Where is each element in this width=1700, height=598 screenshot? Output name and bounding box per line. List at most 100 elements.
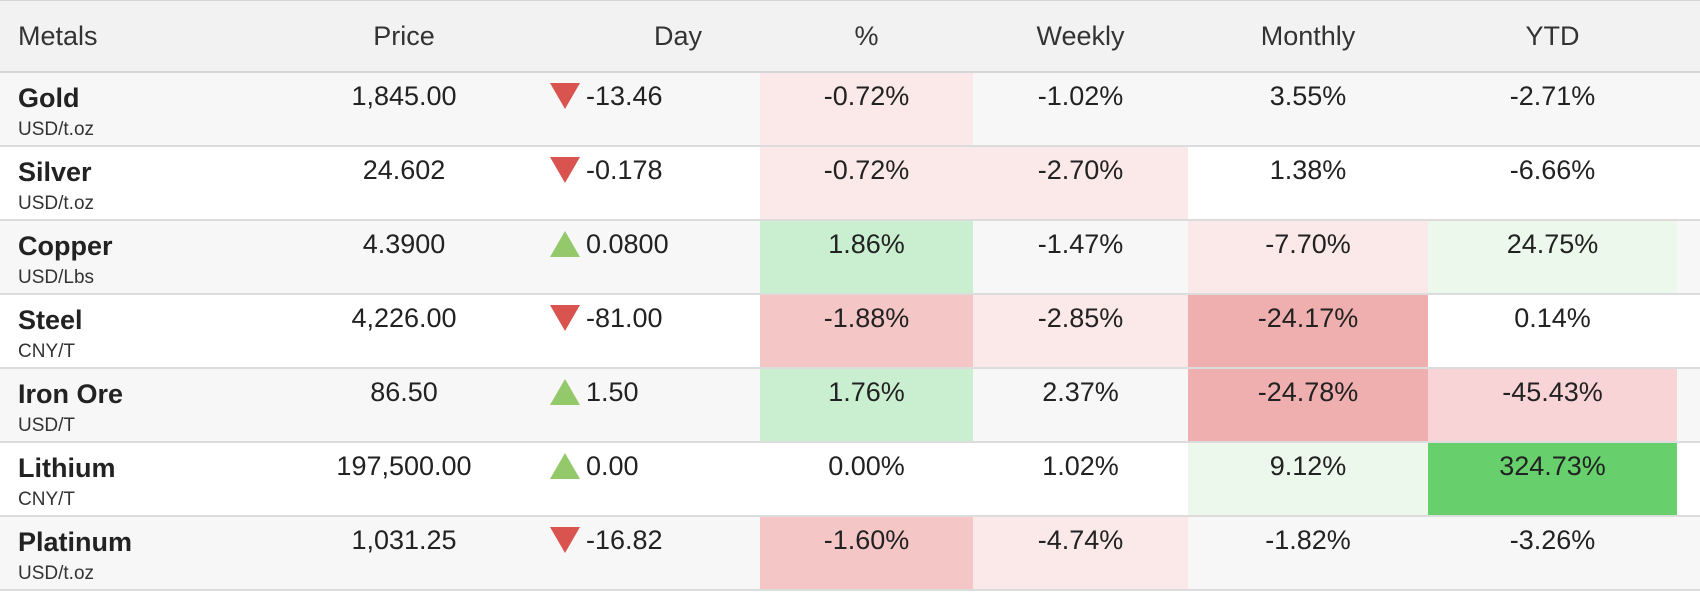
down-arrow-icon	[550, 157, 580, 183]
row-spacer	[1677, 517, 1700, 589]
weekly-value: 1.02%	[1042, 451, 1119, 481]
row-spacer	[1677, 295, 1700, 367]
monthly-cell: -1.82%	[1188, 517, 1428, 589]
pct-value: -1.88%	[823, 303, 910, 333]
ytd-cell: 0.14%	[1428, 295, 1677, 367]
metal-cell: Steel CNY/T	[0, 295, 268, 367]
down-arrow-icon	[550, 83, 580, 109]
day-change-value: -81.00	[586, 303, 663, 333]
table-row[interactable]: Lithium CNY/T 197,500.00 0.00 0.00% 1.02% 9.12…	[0, 443, 1700, 517]
ytd-cell: -2.71%	[1428, 73, 1677, 145]
day-change-value: 0.00	[586, 451, 639, 481]
weekly-cell: -1.02%	[973, 73, 1188, 145]
pct-cell: -0.72%	[760, 73, 973, 145]
table-row[interactable]: Platinum USD/t.oz 1,031.25 -16.82 -1.60% -4.7…	[0, 517, 1700, 591]
header-weekly[interactable]: Weekly	[1036, 21, 1125, 51]
ytd-value: -45.43%	[1502, 377, 1603, 407]
price-value: 4.3900	[362, 229, 446, 259]
pct-value: -0.72%	[823, 81, 910, 111]
metal-unit: USD/t.oz	[18, 119, 95, 140]
metal-cell: Iron Ore USD/T	[0, 369, 268, 441]
pct-value: 0.00%	[828, 451, 905, 481]
ytd-cell: 24.75%	[1428, 221, 1677, 293]
weekly-value: -2.85%	[1037, 303, 1124, 333]
monthly-value: -1.82%	[1265, 525, 1351, 555]
price-cell: 86.50	[268, 369, 540, 441]
day-cell: -0.178	[540, 147, 760, 219]
table-row[interactable]: Iron Ore USD/T 86.50 1.50 1.76% 2.37% -24.78% -…	[0, 369, 1700, 443]
header-ytd[interactable]: YTD	[1525, 21, 1580, 51]
monthly-value: 9.12%	[1269, 451, 1347, 481]
day-cell: -13.46	[540, 73, 760, 145]
price-value: 4,226.00	[351, 303, 457, 333]
monthly-value: -24.17%	[1257, 303, 1359, 333]
header-price[interactable]: Price	[373, 21, 435, 51]
row-spacer	[1677, 73, 1700, 145]
monthly-cell: -7.70%	[1188, 221, 1428, 293]
row-spacer	[1677, 221, 1700, 293]
metal-unit: CNY/T	[18, 489, 75, 510]
ytd-value: 324.73%	[1499, 451, 1606, 481]
monthly-cell: 3.55%	[1188, 73, 1428, 145]
metal-name[interactable]: Platinum	[18, 527, 133, 557]
metal-name[interactable]: Iron Ore	[18, 379, 124, 409]
monthly-cell: -24.78%	[1188, 369, 1428, 441]
header-metals[interactable]: Metals	[18, 21, 98, 51]
header-spacer	[1677, 1, 1700, 71]
metal-cell: Lithium CNY/T	[0, 443, 268, 515]
metal-unit: USD/Lbs	[18, 267, 95, 288]
pct-value: 1.86%	[828, 229, 905, 259]
metal-cell: Gold USD/t.oz	[0, 73, 268, 145]
down-arrow-icon	[550, 305, 580, 331]
metal-name[interactable]: Gold	[18, 83, 80, 113]
price-value: 86.50	[370, 377, 438, 407]
day-cell: 0.0800	[540, 221, 760, 293]
row-spacer	[1677, 369, 1700, 441]
metal-name[interactable]: Lithium	[18, 453, 116, 483]
weekly-value: -4.74%	[1037, 525, 1124, 555]
day-cell: -81.00	[540, 295, 760, 367]
table-body: Gold USD/t.oz 1,845.00 -13.46 -0.72% -1.02% 3.…	[0, 73, 1700, 591]
up-arrow-icon	[550, 231, 580, 257]
pct-cell: 1.76%	[760, 369, 973, 441]
table-row[interactable]: Silver USD/t.oz 24.602 -0.178 -0.72% -2.70% 1.…	[0, 147, 1700, 221]
ytd-cell: 324.73%	[1428, 443, 1677, 515]
table-row[interactable]: Copper USD/Lbs 4.3900 0.0800 1.86% -1.47% -7.7…	[0, 221, 1700, 295]
header-monthly[interactable]: Monthly	[1260, 21, 1356, 51]
ytd-cell: -45.43%	[1428, 369, 1677, 441]
day-change-value: 0.0800	[586, 229, 669, 259]
metal-cell: Silver USD/t.oz	[0, 147, 268, 219]
weekly-cell: -2.70%	[973, 147, 1188, 219]
weekly-cell: -2.85%	[973, 295, 1188, 367]
weekly-value: 2.37%	[1042, 377, 1119, 407]
day-change-value: 1.50	[586, 377, 639, 407]
pct-value: -1.60%	[823, 525, 910, 555]
price-value: 1,031.25	[351, 525, 457, 555]
day-change-value: -16.82	[586, 525, 663, 555]
price-cell: 197,500.00	[268, 443, 540, 515]
day-cell: 1.50	[540, 369, 760, 441]
metal-name[interactable]: Copper	[18, 231, 113, 261]
weekly-cell: 2.37%	[973, 369, 1188, 441]
monthly-value: -24.78%	[1257, 377, 1359, 407]
ytd-cell: -3.26%	[1428, 517, 1677, 589]
monthly-cell: -24.17%	[1188, 295, 1428, 367]
table-row[interactable]: Steel CNY/T 4,226.00 -81.00 -1.88% -2.85% -24.…	[0, 295, 1700, 369]
price-value: 1,845.00	[351, 81, 457, 111]
monthly-value: 3.55%	[1269, 81, 1347, 111]
weekly-value: -2.70%	[1037, 155, 1124, 185]
row-spacer	[1677, 147, 1700, 219]
down-arrow-icon	[550, 527, 580, 553]
metal-cell: Platinum USD/t.oz	[0, 517, 268, 589]
ytd-value: -3.26%	[1509, 525, 1596, 555]
pct-cell: 1.86%	[760, 221, 973, 293]
metal-name[interactable]: Silver	[18, 157, 92, 187]
header-day[interactable]: Day	[653, 21, 702, 51]
pct-cell: 0.00%	[760, 443, 973, 515]
table-row[interactable]: Gold USD/t.oz 1,845.00 -13.46 -0.72% -1.02% 3.…	[0, 73, 1700, 147]
metal-cell: Copper USD/Lbs	[0, 221, 268, 293]
header-pct[interactable]: %	[854, 21, 879, 51]
metal-unit: CNY/T	[18, 341, 75, 362]
metal-name[interactable]: Steel	[18, 305, 83, 335]
